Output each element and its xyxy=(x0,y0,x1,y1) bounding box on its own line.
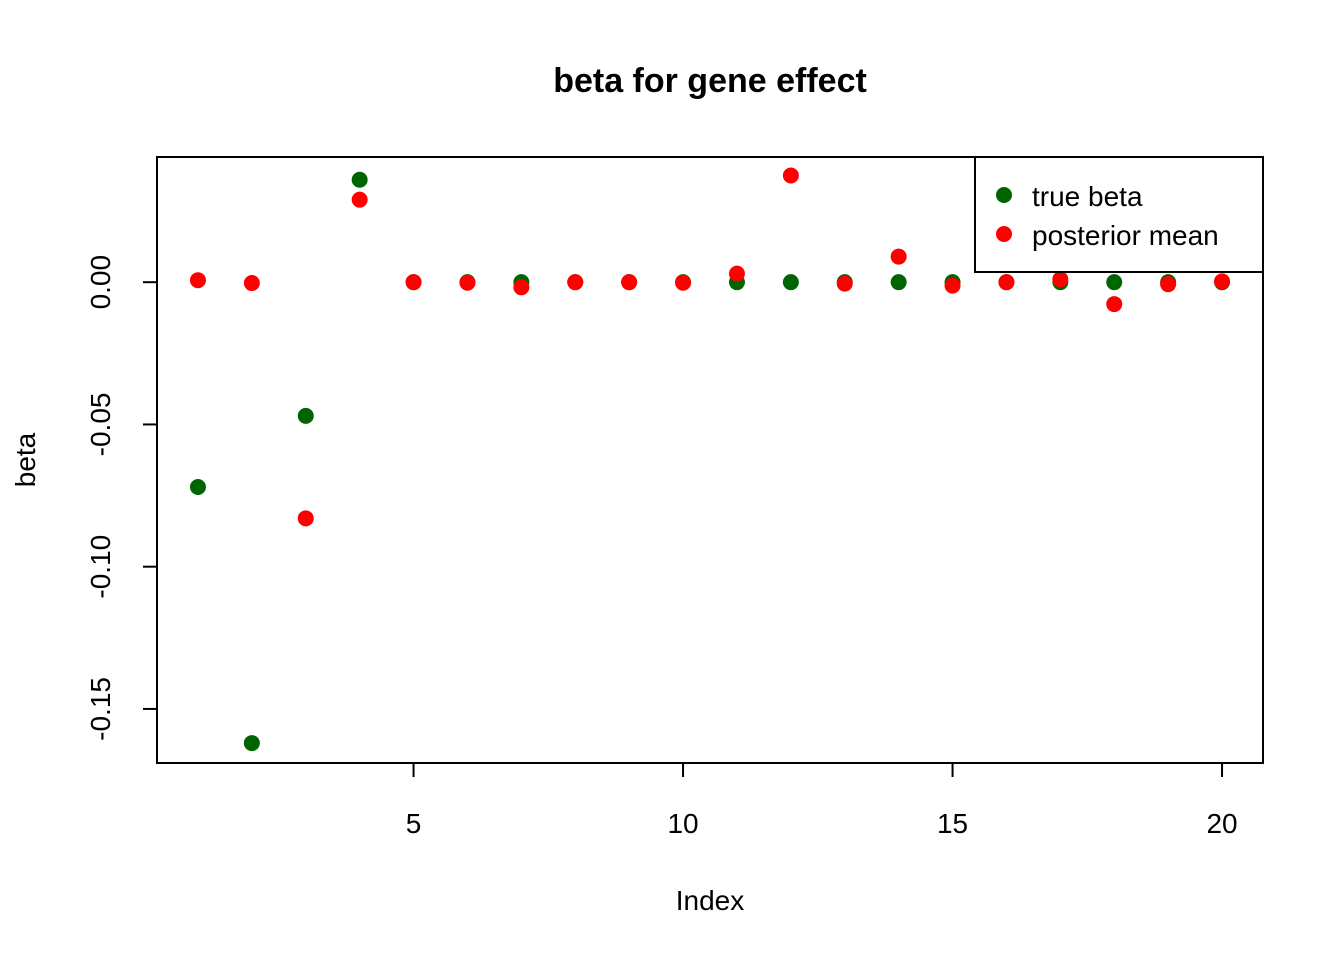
point-posterior-mean xyxy=(1106,296,1123,313)
point-posterior-mean xyxy=(890,248,907,265)
point-posterior-mean xyxy=(728,265,745,282)
y-tick-label: -0.05 xyxy=(85,393,116,457)
y-tick-label: -0.15 xyxy=(85,677,116,741)
point-posterior-mean xyxy=(944,277,961,294)
x-tick-label: 15 xyxy=(937,808,968,839)
point-true-beta xyxy=(243,735,260,752)
point-posterior-mean xyxy=(1160,276,1177,293)
x-axis-label: Index xyxy=(676,885,745,916)
point-posterior-mean xyxy=(189,272,206,289)
point-posterior-mean xyxy=(513,279,530,296)
point-posterior-mean xyxy=(459,274,476,291)
legend-label-posterior-mean: posterior mean xyxy=(1032,220,1219,251)
point-posterior-mean xyxy=(567,274,584,291)
y-tick-label: -0.10 xyxy=(85,535,116,599)
point-posterior-mean xyxy=(1052,271,1069,288)
legend-marker-posterior-mean xyxy=(996,226,1012,242)
point-posterior-mean xyxy=(297,510,314,527)
x-axis: 5 10 15 20 xyxy=(406,763,1238,839)
point-posterior-mean xyxy=(1214,273,1231,290)
point-posterior-mean xyxy=(621,274,638,291)
y-tick-label: 0.00 xyxy=(85,255,116,310)
data-points xyxy=(189,167,1231,752)
y-axis-label: beta xyxy=(10,432,41,487)
point-posterior-mean xyxy=(243,275,260,292)
point-posterior-mean xyxy=(351,191,368,208)
x-tick-label: 5 xyxy=(406,808,422,839)
point-true-beta xyxy=(351,171,368,188)
point-posterior-mean xyxy=(782,167,799,184)
legend-box xyxy=(974,156,1264,273)
point-posterior-mean xyxy=(405,274,422,291)
x-tick-label: 20 xyxy=(1206,808,1237,839)
point-true-beta xyxy=(782,274,799,291)
point-posterior-mean xyxy=(998,274,1015,291)
point-posterior-mean xyxy=(675,274,692,291)
chart-title: beta for gene effect xyxy=(553,62,867,100)
y-axis: -0.15 -0.10 -0.05 0.00 xyxy=(85,255,157,741)
point-posterior-mean xyxy=(836,275,853,292)
point-true-beta xyxy=(890,274,907,291)
legend-label-true-beta: true beta xyxy=(1032,181,1143,212)
x-tick-label: 10 xyxy=(667,808,698,839)
legend: true beta posterior mean xyxy=(974,156,1264,273)
point-true-beta xyxy=(297,407,314,424)
legend-marker-true-beta xyxy=(996,187,1012,203)
point-true-beta xyxy=(1106,274,1123,291)
plot-frame xyxy=(156,156,1264,764)
point-true-beta xyxy=(189,479,206,496)
